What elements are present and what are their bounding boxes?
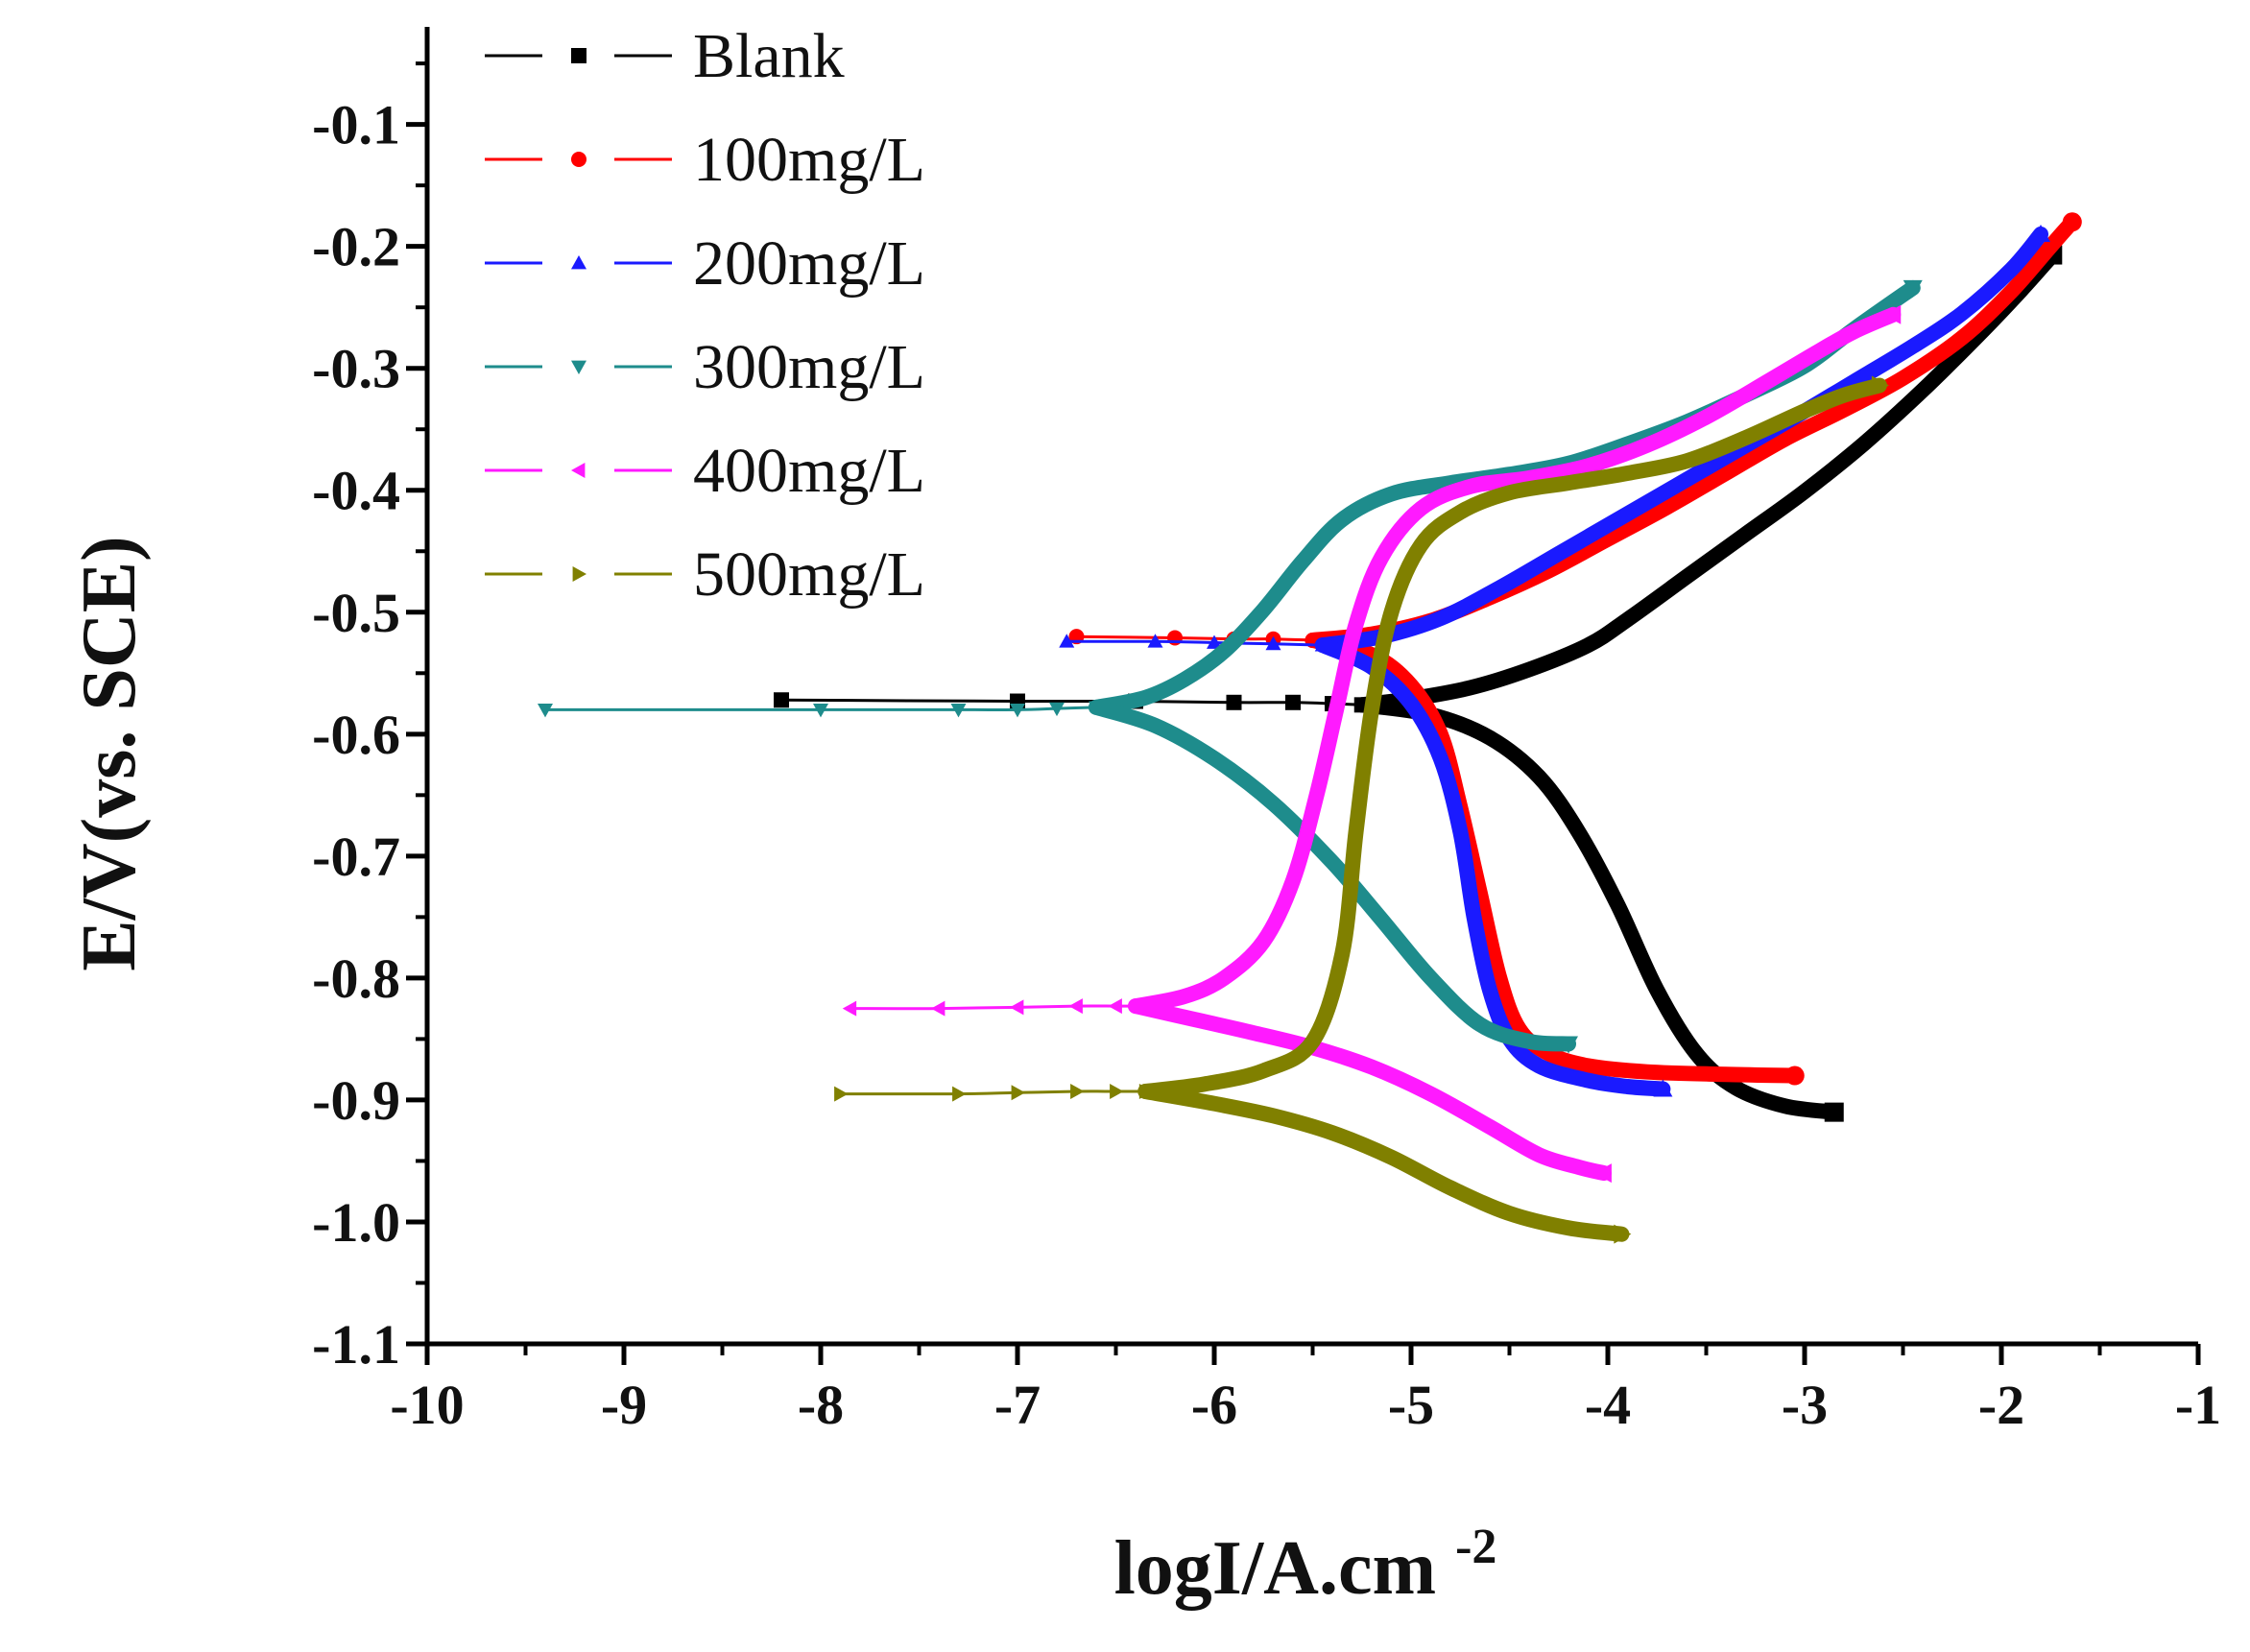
legend-item: 400mg/L	[485, 436, 925, 506]
series-marker	[1147, 634, 1163, 648]
series-layer	[538, 212, 2082, 1244]
series-marker	[538, 704, 553, 718]
y-tick-label: -0.3	[312, 338, 400, 400]
series-end-marker	[1653, 1079, 1673, 1097]
legend-label: 100mg/L	[693, 125, 925, 195]
series-400mg-l	[842, 304, 1902, 1184]
y-tick-label: -0.5	[312, 582, 400, 644]
series-marker	[950, 704, 967, 718]
x-axis-label: logI/A.cm -2	[1114, 1520, 1497, 1611]
series-marker	[1226, 694, 1242, 710]
series-marker	[1010, 999, 1024, 1016]
series-marker	[1265, 635, 1281, 651]
y-axis-label: E/V(vs. SCE)	[67, 536, 152, 970]
series-end-marker	[2062, 212, 2082, 232]
series-marker	[1011, 1085, 1025, 1101]
y-tick-label: -1.0	[312, 1191, 400, 1254]
series-marker	[1068, 998, 1083, 1015]
series-end-marker	[1593, 1163, 1612, 1184]
series-marker	[1049, 702, 1065, 717]
y-tick-label: -0.8	[312, 947, 400, 1010]
legend-item: 500mg/L	[485, 539, 925, 610]
y-tick-label: -0.4	[312, 460, 400, 522]
y-tick-label: -0.2	[312, 216, 400, 278]
series-end-marker	[1824, 1102, 1844, 1122]
x-tick-label: -9	[601, 1374, 647, 1436]
series-marker	[1285, 694, 1301, 710]
x-tick-label: -6	[1191, 1374, 1237, 1436]
legend-label: 500mg/L	[693, 539, 925, 610]
y-tick-label: -0.1	[312, 94, 400, 156]
legend: Blank 100mg/L 200mg/L 300mg/L 400mg/L 500mg/L	[485, 21, 925, 610]
legend-label: 400mg/L	[693, 436, 925, 506]
anodic-branch	[1314, 227, 2048, 654]
legend-item: 300mg/L	[485, 332, 925, 402]
series-marker	[952, 1086, 967, 1102]
series-500mg-l	[834, 375, 1889, 1244]
legend-item: 200mg/L	[485, 228, 925, 299]
y-tick-label: -0.6	[312, 704, 400, 766]
anodic-branch	[1137, 377, 1887, 1099]
cathodic-branch	[1128, 998, 1612, 1182]
legend-label: 300mg/L	[693, 332, 925, 402]
y-tick-label: -1.1	[312, 1313, 400, 1376]
x-tick-label: -4	[1585, 1374, 1631, 1436]
anodic-branch	[1128, 306, 1902, 1015]
y-tick-label: -0.7	[312, 826, 400, 888]
legend-marker	[571, 255, 586, 270]
y-tick-label: -0.9	[312, 1069, 400, 1132]
series-marker	[774, 692, 789, 708]
series-end-marker	[1903, 279, 1923, 298]
series-end-marker	[1883, 304, 1902, 324]
anodic-branch	[1353, 247, 2061, 713]
series-marker	[813, 704, 828, 718]
series-marker	[931, 1000, 945, 1017]
legend-item: Blank	[485, 21, 845, 91]
series-marker	[1059, 634, 1075, 648]
series-end-marker	[1614, 1224, 1632, 1244]
x-tick-label: -5	[1388, 1374, 1434, 1436]
cathodic-branch	[1353, 697, 1842, 1120]
series-end-marker	[1784, 1065, 1805, 1086]
legend-marker	[571, 152, 586, 167]
axes: -0.1 -0.2 -0.3 -0.4 -0.5 -0.6 -0.7 -0.8 -0.9 -1.0…	[312, 27, 2221, 1436]
y-ticks: -0.1 -0.2 -0.3 -0.4 -0.5 -0.6 -0.7 -0.8 -0.9 -1.0…	[312, 61, 427, 1376]
legend-label: Blank	[693, 21, 845, 91]
series-marker	[1010, 704, 1025, 718]
series-200mg-l	[1059, 224, 2050, 1097]
legend-marker	[571, 360, 586, 374]
x-axis-label-superscript: -2	[1455, 1520, 1496, 1574]
series-marker	[1070, 1084, 1085, 1100]
series-marker	[834, 1086, 849, 1102]
series-marker	[1110, 1084, 1124, 1100]
x-tick-label: -8	[798, 1374, 844, 1436]
legend-marker	[571, 48, 586, 63]
series-end-marker	[1559, 1036, 1578, 1054]
series-end-marker	[1871, 375, 1889, 395]
legend-label: 200mg/L	[693, 228, 925, 299]
series-marker	[1108, 998, 1122, 1015]
x-tick-label: -7	[994, 1374, 1041, 1436]
x-tick-label: -2	[1978, 1374, 2024, 1436]
series-end-marker	[2031, 224, 2050, 242]
series-marker	[1207, 634, 1222, 649]
legend-item: 100mg/L	[485, 125, 925, 195]
x-tick-label: -10	[390, 1374, 464, 1436]
legend-marker	[572, 566, 586, 582]
x-tick-label: -1	[2175, 1374, 2221, 1436]
cathodic-branch	[1305, 633, 1803, 1084]
x-ticks: -10 -9 -8 -7 -6 -5 -4 -3 -2 -1	[390, 1344, 2221, 1436]
series-marker	[842, 1000, 857, 1017]
legend-marker	[571, 463, 586, 478]
cathodic-branch	[1137, 1084, 1630, 1242]
x-axis-label-text: logI/A.cm	[1114, 1526, 1437, 1611]
cathodic-branch	[1314, 637, 1671, 1097]
x-tick-label: -3	[1782, 1374, 1828, 1436]
